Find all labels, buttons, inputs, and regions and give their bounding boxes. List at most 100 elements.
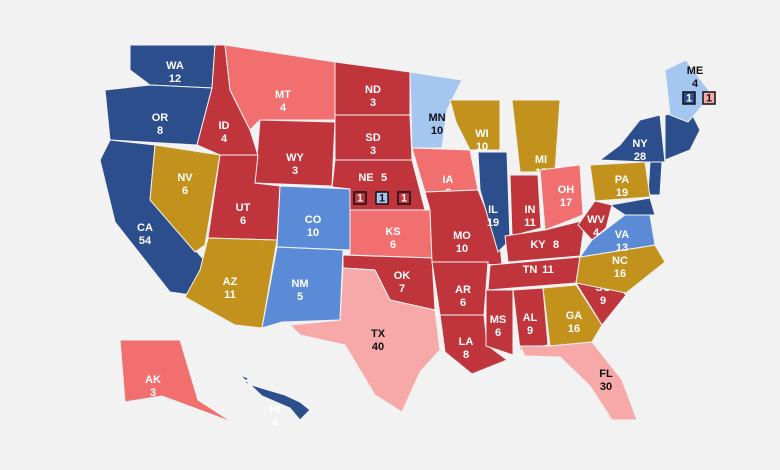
state-abbr: WV [587, 214, 605, 226]
split-box [397, 191, 411, 205]
state-shape [577, 200, 613, 241]
state-abbr: MO [453, 230, 471, 242]
split-value: 1 [379, 192, 385, 204]
split-box [375, 191, 389, 205]
state-abbr: MN [428, 112, 445, 124]
state-abbr: MI [535, 154, 547, 166]
state-abbr: AK [145, 374, 161, 386]
state-abbr: AL [523, 312, 538, 324]
state-abbr: IN [525, 204, 536, 216]
state-votes: 5 [381, 172, 387, 184]
state-shape [509, 174, 542, 237]
state-abbr: UT [236, 202, 251, 214]
split-value: 1 [686, 92, 692, 104]
state: SD3 [334, 114, 413, 161]
state: AL9 [512, 287, 549, 351]
state: HI4 [239, 374, 311, 429]
state-shape [288, 267, 441, 413]
state: WY3 [254, 119, 336, 187]
state-abbr: NC [612, 255, 628, 267]
state-votes: 6 [495, 327, 501, 339]
state-abbr: AR [455, 284, 471, 296]
state-abbr: WI [475, 128, 488, 140]
state-shape [539, 164, 584, 231]
state-abbr: TX [371, 328, 386, 340]
state-abbr: PA [615, 174, 630, 186]
state-shape [589, 161, 651, 202]
state-votes: 6 [240, 215, 246, 227]
state-votes: 17 [560, 197, 572, 209]
state-votes: 9 [527, 325, 533, 337]
state-shape [119, 339, 233, 423]
state-votes: 10 [431, 125, 443, 137]
state-abbr: LA [459, 336, 474, 348]
state-votes: 40 [372, 341, 384, 353]
state-abbr: IA [443, 174, 454, 186]
state-votes: 19 [616, 187, 628, 199]
state-votes: 4 [272, 417, 279, 429]
state-votes: 6 [182, 185, 188, 197]
state-votes: 4 [593, 227, 600, 239]
state: NV6 [149, 144, 221, 253]
state-abbr: KS [385, 226, 400, 238]
state-votes: 19 [487, 217, 499, 229]
state-shape [449, 99, 501, 151]
state-votes: 3 [370, 97, 376, 109]
state-abbr: VA [615, 229, 630, 241]
state-abbr: NM [291, 278, 308, 290]
state-votes: 10 [456, 243, 468, 255]
state-votes: 7 [399, 283, 405, 295]
state-votes: 5 [297, 291, 303, 303]
state-abbr: NE [358, 172, 373, 184]
split-value: 1 [357, 192, 363, 204]
maryland-delaware [608, 197, 656, 216]
state-votes: 6 [460, 297, 466, 309]
state-votes: 12 [169, 73, 181, 85]
state: KY 8 [504, 219, 586, 263]
split-value: 1 [401, 192, 407, 204]
state-shape [504, 219, 586, 263]
split-box [682, 91, 696, 105]
state: ND3 [334, 61, 411, 116]
state-votes: 11 [542, 264, 554, 276]
state-abbr: WY [286, 152, 304, 164]
state-shape [239, 374, 311, 421]
state-shape [477, 151, 511, 253]
state-abbr: FL [599, 368, 613, 380]
state-shape [519, 341, 638, 421]
state-votes: 13 [616, 242, 628, 254]
split-box [353, 191, 367, 205]
state-votes: 54 [139, 235, 152, 247]
state-shape [578, 214, 656, 258]
state-abbr: KY [530, 239, 546, 251]
state-votes: 3 [370, 145, 376, 157]
state: LA8 [439, 314, 509, 375]
state-votes: 11 [224, 289, 236, 301]
state-shape [512, 287, 549, 351]
state-votes: 10 [476, 141, 488, 153]
state-abbr: ND [365, 84, 381, 96]
state-abbr: GA [566, 310, 583, 322]
state-abbr: MT [275, 89, 291, 101]
state-abbr: CA [137, 222, 153, 234]
split-votes: 1 1 1 1 1 [353, 91, 716, 205]
state: MI15 [511, 99, 561, 179]
state-abbr: ME [687, 65, 704, 77]
state-votes: 4 [280, 102, 287, 114]
state-abbr: OR [152, 112, 169, 124]
state: ME4 [664, 59, 713, 123]
state: KS6 [349, 209, 433, 259]
state-abbr: OH [558, 184, 575, 196]
state-votes: 8 [157, 125, 163, 137]
state-shape [485, 289, 514, 356]
state-votes: 8 [463, 349, 469, 361]
state-votes: 4 [692, 78, 699, 90]
state-votes: 6 [390, 239, 396, 251]
split-box [702, 91, 716, 105]
